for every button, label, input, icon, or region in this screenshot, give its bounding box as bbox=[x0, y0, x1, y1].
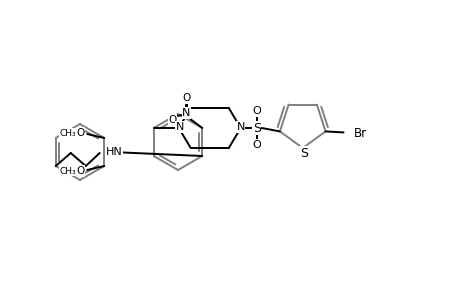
Text: Br: Br bbox=[353, 127, 366, 140]
Text: CH₃: CH₃ bbox=[60, 167, 76, 176]
Text: S: S bbox=[252, 122, 260, 134]
Text: HN: HN bbox=[106, 147, 122, 157]
Text: N: N bbox=[236, 122, 244, 132]
Text: O: O bbox=[252, 140, 261, 150]
Text: O: O bbox=[182, 93, 190, 103]
Text: O: O bbox=[168, 115, 176, 125]
Text: O: O bbox=[76, 128, 84, 138]
Text: N: N bbox=[182, 108, 190, 118]
Text: CH₃: CH₃ bbox=[60, 128, 76, 137]
Text: O: O bbox=[252, 106, 261, 116]
Text: O: O bbox=[76, 166, 84, 176]
Text: N: N bbox=[175, 122, 184, 132]
Text: S: S bbox=[299, 146, 307, 160]
